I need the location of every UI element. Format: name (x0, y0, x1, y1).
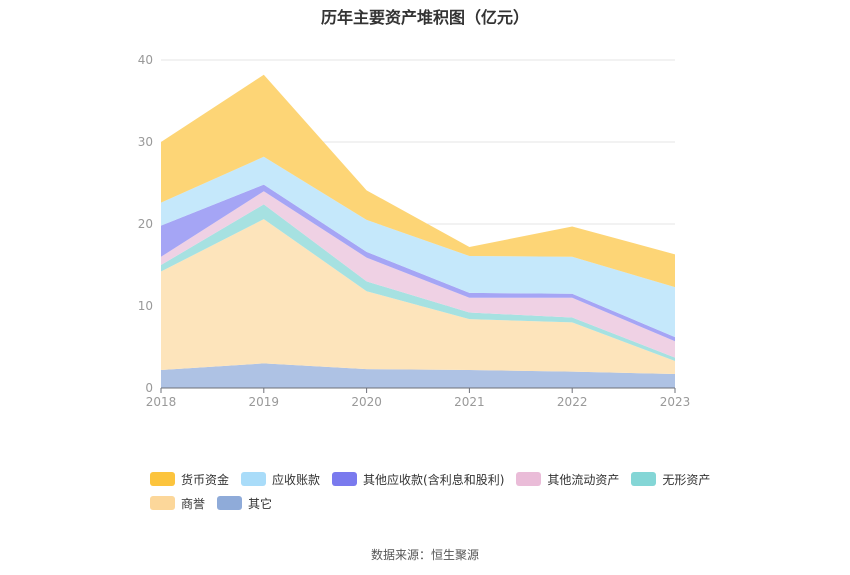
legend-item[interactable]: 货币资金 (150, 470, 229, 488)
legend-label: 其他应收款(含利息和股利) (363, 472, 505, 487)
legend-item[interactable]: 其他流动资产 (516, 470, 619, 488)
x-tick-label: 2022 (557, 395, 588, 409)
area-series (161, 191, 675, 358)
legend-swatch (241, 472, 267, 486)
legend-label: 货币资金 (181, 472, 230, 487)
x-tick-label: 2021 (454, 395, 485, 409)
legend-label: 其他流动资产 (547, 472, 620, 487)
legend-item[interactable]: 商誉 (150, 494, 205, 512)
legend-swatch (150, 472, 175, 486)
legend-label: 其它 (248, 496, 273, 511)
x-tick-label: 2018 (146, 395, 177, 409)
legend-swatch (516, 472, 542, 486)
x-tick-label: 2020 (351, 395, 382, 409)
legend-label: 商誉 (181, 496, 206, 511)
y-tick-label: 40 (138, 53, 153, 67)
legend-swatch (332, 472, 358, 486)
area-series (161, 74, 675, 288)
legend-item[interactable]: 其他应收款(含利息和股利) (332, 470, 504, 488)
legend-swatch (631, 472, 657, 486)
area-series (161, 363, 675, 388)
area-series (161, 219, 675, 375)
legend-label: 无形资产 (662, 472, 711, 487)
y-tick-label: 30 (138, 135, 153, 149)
chart-title: 历年主要资产堆积图（亿元） (320, 8, 529, 27)
legend-swatch (217, 496, 243, 510)
x-tick-label: 2023 (660, 395, 691, 409)
y-tick-label: 0 (145, 381, 153, 395)
legend-swatch (150, 496, 175, 510)
area-series (161, 156, 675, 338)
x-tick-label: 2019 (249, 395, 280, 409)
data-source-note: 数据来源：恒生聚源 (370, 548, 479, 562)
y-tick-label: 20 (138, 217, 153, 231)
chart-legend: 货币资金 应收账款 其他应收款(含利息和股利) 其他流动资产 无形资产商誉 其它 (150, 470, 750, 512)
legend-item[interactable]: 其它 (217, 494, 272, 512)
legend-label: 应收账款 (272, 472, 321, 487)
legend-item[interactable]: 应收账款 (241, 470, 320, 488)
legend-item[interactable]: 无形资产 (631, 470, 710, 488)
y-tick-label: 10 (138, 299, 153, 313)
